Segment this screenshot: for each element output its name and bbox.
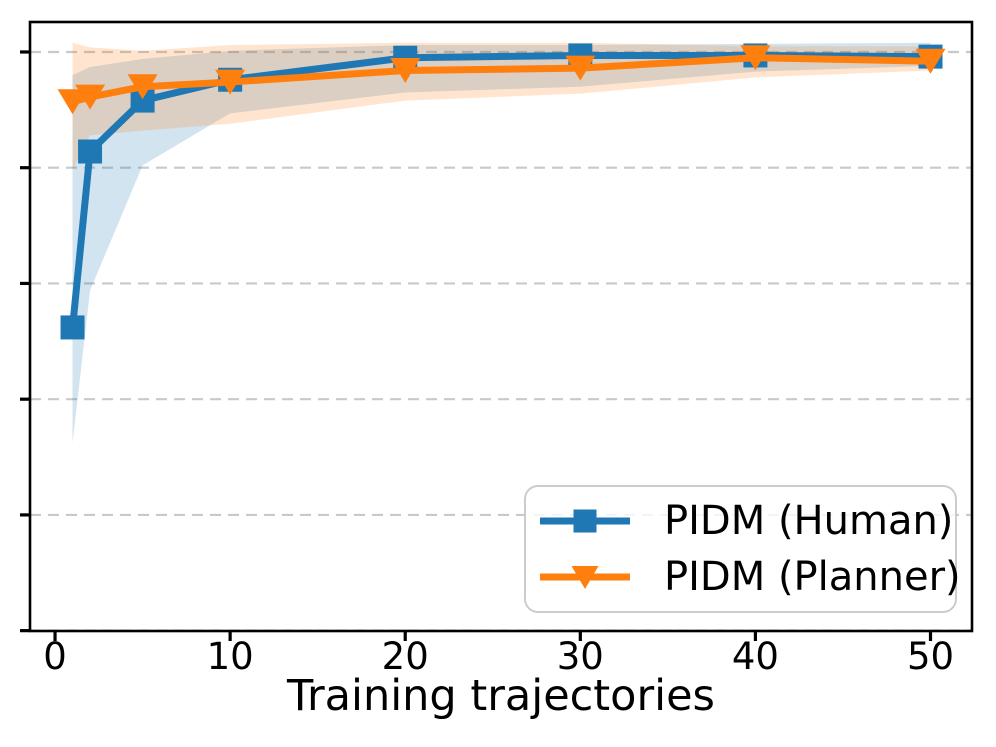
x-tick-label: 20 <box>382 635 429 678</box>
legend-item-pidm-human: PIDM (Human) <box>538 493 955 549</box>
marker-triangle-down <box>915 48 946 74</box>
series-line <box>69 54 935 106</box>
marker-square <box>60 315 85 340</box>
x-tick-label: 10 <box>207 635 254 678</box>
x-tick-label: 40 <box>732 635 779 678</box>
marker-triangle-down <box>565 55 596 81</box>
legend-sample-orange-triangle-icon <box>540 566 630 589</box>
marker-triangle-down <box>127 74 158 100</box>
legend: PIDM (Human) PIDM (Planner) <box>524 485 961 613</box>
marker-triangle-down <box>215 69 246 95</box>
marker-square <box>78 139 103 164</box>
x-tick-label: 30 <box>557 635 604 678</box>
legend-marker-triangle-down-icon <box>571 566 599 589</box>
marker-triangle-down <box>57 89 88 115</box>
legend-label-pidm-planner: PIDM (Planner) <box>664 554 961 600</box>
x-tick-label: 50 <box>907 635 954 678</box>
legend-sample-blue-square-icon <box>540 509 630 533</box>
marker-triangle-down <box>75 84 106 110</box>
legend-label-pidm-human: PIDM (Human) <box>664 498 954 544</box>
legend-item-pidm-planner: PIDM (Planner) <box>538 549 961 605</box>
x-axis-title: Training trajectories <box>287 671 715 721</box>
axes-spines <box>28 20 974 633</box>
x-tick-label: 0 <box>43 635 67 678</box>
marker-triangle-down <box>390 57 421 83</box>
marker-triangle-down <box>740 45 771 71</box>
legend-marker-square-icon <box>573 509 597 533</box>
